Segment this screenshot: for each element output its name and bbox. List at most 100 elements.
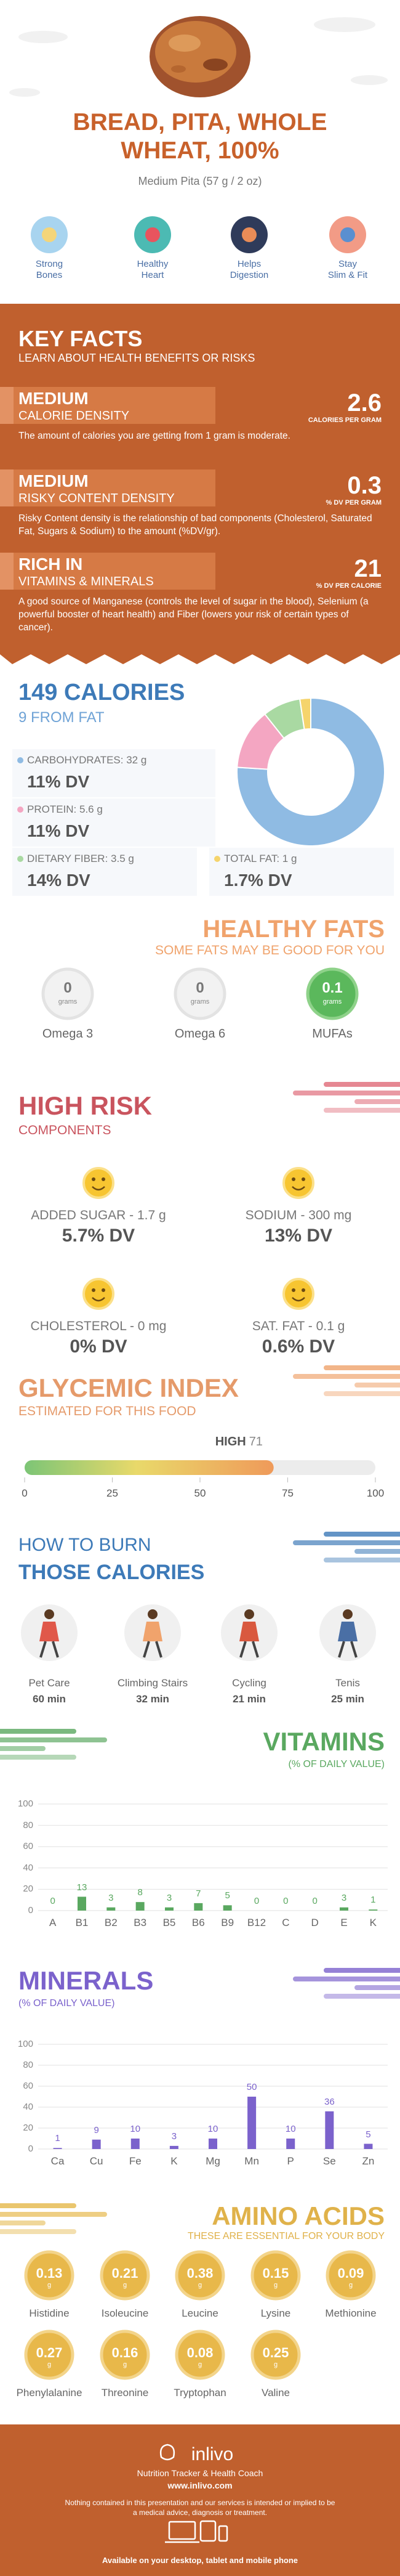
section-title: GLYCEMIC INDEX bbox=[18, 1373, 239, 1402]
section-title: HEALTHY FATS bbox=[202, 916, 385, 943]
risk-label: CHOLESTEROL - 0 mg bbox=[30, 1319, 167, 1333]
gi-label: HIGH bbox=[215, 1435, 246, 1448]
value-label: 0 bbox=[312, 1896, 318, 1906]
activity-time: 32 min bbox=[136, 1693, 169, 1705]
y-tick-label: 60 bbox=[23, 1841, 33, 1852]
x-tick-label: C bbox=[282, 1917, 290, 1928]
value-label: 3 bbox=[171, 2131, 177, 2142]
y-tick-label: 0 bbox=[28, 2143, 33, 2154]
activity-name: Pet Care bbox=[28, 1677, 70, 1689]
y-tick-label: 100 bbox=[17, 2039, 33, 2049]
activity-body bbox=[143, 1622, 162, 1641]
amino-name: Isoleucine bbox=[101, 2307, 149, 2319]
fact-unit: % DV PER CALORIE bbox=[316, 582, 382, 590]
value-label: 0 bbox=[283, 1896, 289, 1906]
amino-value: 0.15 bbox=[262, 2265, 289, 2281]
amino-value: 0.21 bbox=[111, 2265, 138, 2281]
amino-circle bbox=[326, 2250, 376, 2301]
x-tick-label: B1 bbox=[75, 1917, 89, 1928]
y-tick-label: 0 bbox=[28, 1905, 33, 1916]
bar bbox=[286, 2139, 295, 2149]
gi-tick-label: 0 bbox=[22, 1487, 28, 1499]
nutrient-bullet bbox=[17, 757, 23, 763]
section-subtitle: SOME FATS MAY BE GOOD FOR YOU bbox=[154, 943, 385, 957]
nutrient-row-bg bbox=[12, 749, 215, 797]
section-subtitle: THOSE CALORIES bbox=[18, 1561, 205, 1584]
amino-name: Phenylalanine bbox=[16, 2387, 82, 2399]
bar bbox=[369, 1909, 378, 1911]
y-tick-label: 100 bbox=[17, 1798, 33, 1809]
x-tick-label: Ca bbox=[50, 2155, 65, 2167]
amino-unit: g bbox=[198, 2361, 202, 2368]
bar bbox=[209, 2139, 217, 2149]
amino-unit: g bbox=[122, 2281, 127, 2289]
fact-name: RISKY CONTENT DENSITY bbox=[18, 492, 175, 505]
amino-circle bbox=[24, 2330, 74, 2380]
chart-subtitle: (% OF DAILY VALUE) bbox=[288, 1759, 385, 1769]
benefit-icon-detail bbox=[242, 227, 257, 242]
section-title: HOW TO BURN bbox=[18, 1535, 151, 1555]
amino-name: Methionine bbox=[325, 2307, 377, 2319]
x-tick-label: Fe bbox=[129, 2155, 142, 2167]
activity-legs bbox=[239, 1641, 247, 1658]
activity-legs bbox=[252, 1641, 259, 1658]
amino-circle bbox=[100, 2330, 150, 2380]
bar bbox=[169, 2145, 178, 2149]
x-tick-label: B6 bbox=[191, 1917, 205, 1928]
amino-value: 0.16 bbox=[111, 2345, 138, 2360]
amino-circle bbox=[250, 2330, 301, 2380]
fat-name: Omega 6 bbox=[174, 1027, 226, 1041]
value-label: 3 bbox=[166, 1892, 172, 1903]
activity-legs bbox=[143, 1641, 150, 1658]
smiley-mouth bbox=[92, 1297, 105, 1302]
amino-unit: g bbox=[348, 2281, 353, 2289]
x-tick-label: Cu bbox=[89, 2155, 103, 2167]
chart-subtitle: (% OF DAILY VALUE) bbox=[18, 1998, 115, 2009]
activity-time: 60 min bbox=[33, 1693, 66, 1705]
fact-text: Risky Content density is the relationshi… bbox=[18, 513, 372, 537]
smiley-eye bbox=[302, 1288, 305, 1292]
amino-name: Leucine bbox=[182, 2307, 218, 2319]
fat-value: 0 bbox=[63, 980, 72, 996]
fact-text: The amount of calories you are getting f… bbox=[18, 431, 290, 441]
y-tick-label: 20 bbox=[23, 1883, 33, 1895]
fat-unit: grams bbox=[190, 998, 210, 1006]
value-label: 3 bbox=[108, 1892, 114, 1903]
section-subtitle: THESE ARE ESSENTIAL FOR YOUR BODY bbox=[187, 2231, 385, 2241]
risk-dv: 0% DV bbox=[70, 1336, 127, 1357]
value-label: 10 bbox=[285, 2124, 296, 2134]
activity-name: Cycling bbox=[232, 1677, 266, 1689]
value-label: 10 bbox=[207, 2124, 218, 2134]
y-tick-label: 60 bbox=[23, 2081, 33, 2091]
chart-title: VITAMINS bbox=[263, 1727, 385, 1756]
bar bbox=[135, 1902, 145, 1911]
x-tick-label: K bbox=[170, 2155, 178, 2167]
fat-circle bbox=[174, 967, 226, 1020]
bar bbox=[106, 1907, 116, 1911]
smiley-eye bbox=[292, 1177, 295, 1181]
amino-circle bbox=[100, 2250, 150, 2301]
amino-circle bbox=[175, 2250, 225, 2301]
bar bbox=[340, 1907, 348, 1911]
activity-time: 21 min bbox=[233, 1693, 266, 1705]
fat-circle bbox=[41, 967, 94, 1020]
gi-tick-label: 100 bbox=[366, 1487, 385, 1499]
bar bbox=[223, 1905, 232, 1911]
footer-band bbox=[0, 2424, 400, 2576]
bar bbox=[165, 1907, 174, 1911]
amino-unit: g bbox=[198, 2281, 202, 2289]
bar bbox=[247, 2097, 257, 2149]
amino-unit: g bbox=[122, 2361, 127, 2368]
nutrient-dv: 1.7% DV bbox=[224, 871, 292, 890]
value-label: 8 bbox=[137, 1887, 143, 1898]
section-subtitle: LEARN ABOUT HEALTH BENEFITS OR RISKS bbox=[18, 352, 255, 364]
disclaimer: Nothing contained in this presentation a… bbox=[65, 2498, 335, 2517]
fact-band-accent bbox=[0, 387, 14, 424]
smiley-eye bbox=[292, 1288, 295, 1292]
smiley-mouth bbox=[292, 1297, 305, 1302]
risk-dv: 0.6% DV bbox=[262, 1336, 335, 1357]
available: Available on your desktop, tablet and mo… bbox=[102, 2556, 298, 2565]
x-tick-label: Zn bbox=[362, 2155, 375, 2167]
x-tick-label: B5 bbox=[162, 1917, 176, 1928]
